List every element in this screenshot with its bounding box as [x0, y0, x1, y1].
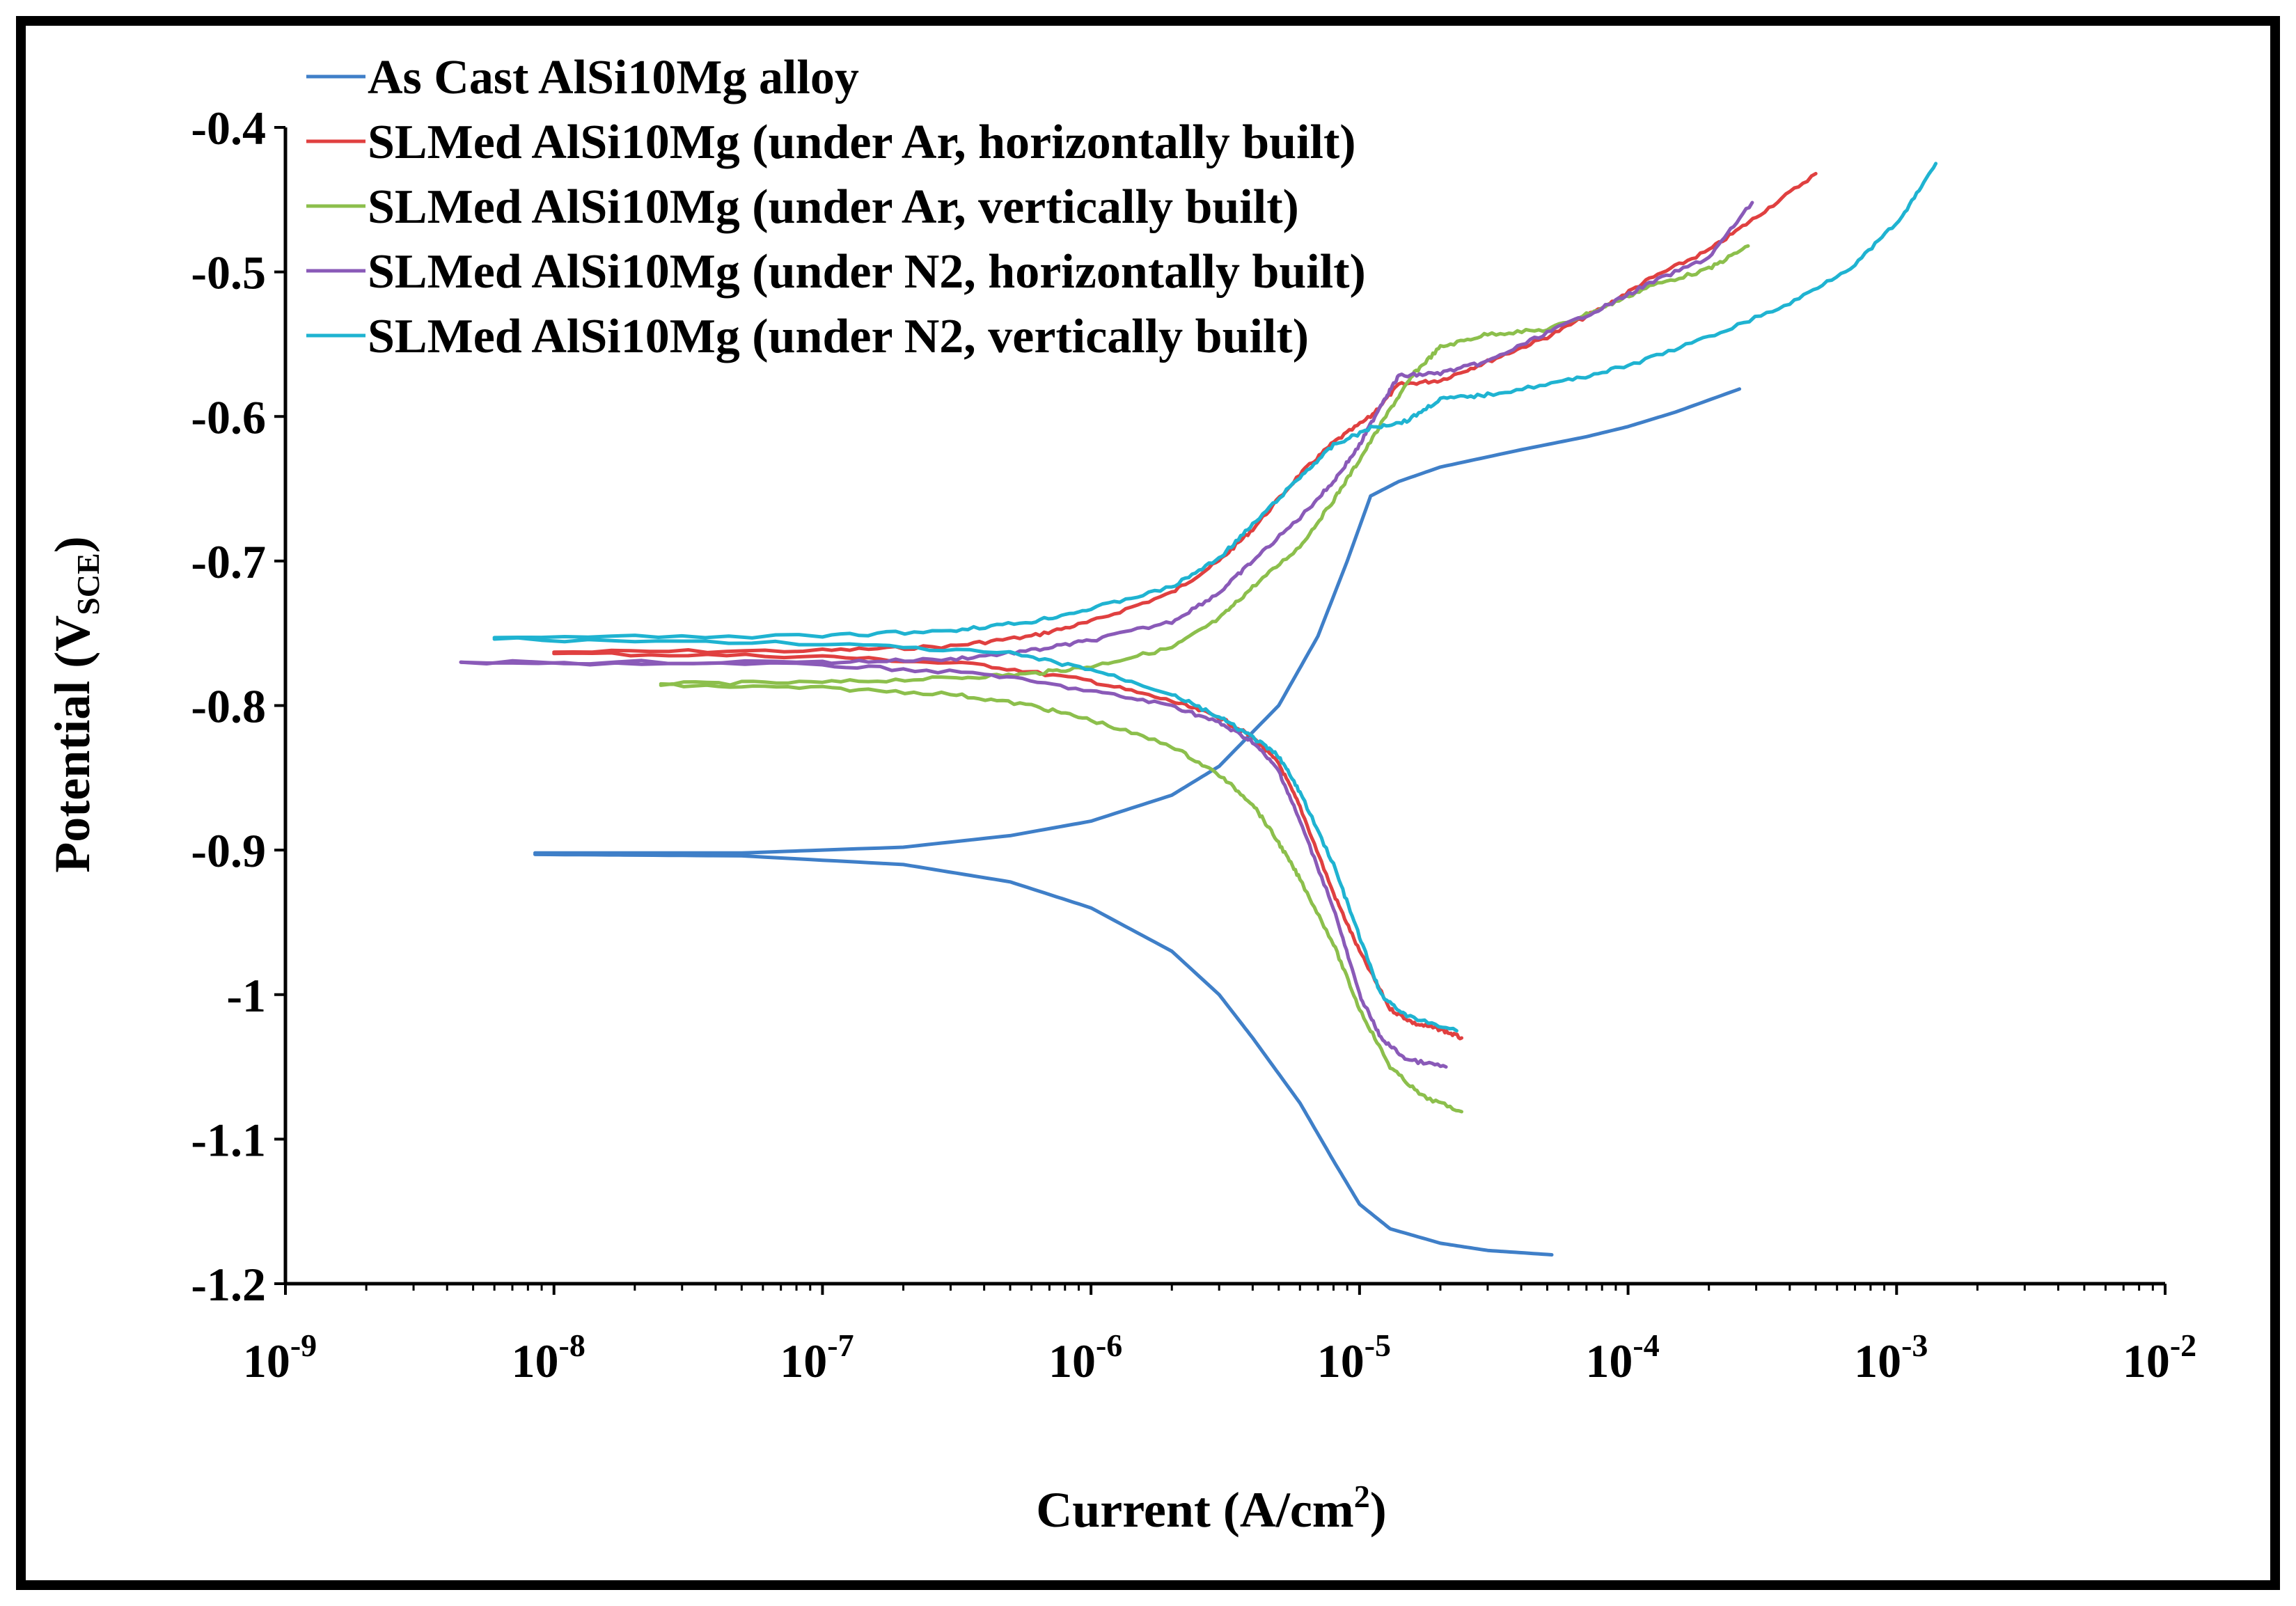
series-4-anodic-branch	[459, 200, 1754, 666]
legend-label: SLMed AlSi10Mg (under N2, vertically bui…	[368, 310, 1309, 363]
y-tick-label: -0.8	[191, 680, 266, 733]
series-5-cathodic-branch	[492, 636, 1458, 1033]
y-axis-ticks: -0.4 -0.5 -0.6 -0.7 -0.8 -0.9 -1 -1.1 -1.2	[191, 102, 285, 1311]
legend-label: SLMed AlSi10Mg (under Ar, horizontally b…	[368, 116, 1356, 169]
x-tick-exponent: -8	[559, 1328, 585, 1363]
x-tick-label: 10-3	[1854, 1328, 1928, 1387]
x-tick-base: 10	[1317, 1335, 1365, 1387]
legend: As Cast AlSi10Mg alloy SLMed AlSi10Mg (un…	[306, 51, 1366, 363]
y-tick-label: -1.2	[191, 1258, 266, 1311]
series-1	[533, 387, 1742, 1257]
x-tick-exponent: -5	[1365, 1328, 1391, 1363]
series-4	[459, 200, 1754, 1069]
x-tick-label: 10-2	[2123, 1328, 2196, 1387]
legend-label: SLMed AlSi10Mg (under Ar, vertically bui…	[368, 180, 1299, 234]
x-tick-base: 10	[243, 1335, 290, 1387]
x-tick-label: 10-8	[512, 1328, 585, 1387]
series-5-anodic-branch	[492, 162, 1938, 640]
series-2-anodic-branch	[552, 171, 1818, 654]
y-tick-label: -1	[226, 969, 266, 1022]
x-tick-label: 10-6	[1048, 1328, 1122, 1387]
plot-area: -0.4-0.5-0.6-0.7-0.8-0.9-1-1.1-1.2 10-9 1…	[191, 102, 2196, 1387]
x-tick-exponent: -7	[827, 1328, 854, 1363]
series-1-cathodic-branch	[533, 852, 1554, 1257]
x-tick-base: 10	[1048, 1335, 1096, 1387]
y-tick-label: -1.1	[191, 1113, 266, 1166]
legend-label: SLMed AlSi10Mg (under N2, horizontally b…	[368, 245, 1366, 299]
series-2-cathodic-branch	[552, 651, 1463, 1041]
x-axis-ticks: 10-9 10-8 10-7 10-6 10-5 10-4 10-3 10-2	[243, 1284, 2196, 1387]
x-tick-base: 10	[2123, 1335, 2170, 1387]
x-tick-exponent: -2	[2170, 1328, 2196, 1363]
y-tick-label: -0.9	[191, 824, 266, 877]
x-axis-title: Current (A/cm2)	[1036, 1479, 1387, 1538]
x-tick-exponent: -3	[1901, 1328, 1928, 1363]
x-tick-label: 10-4	[1585, 1328, 1659, 1387]
y-axis-title: Potential (VSCE)	[45, 536, 106, 872]
y-tick-label: -0.7	[191, 535, 266, 588]
series-2	[552, 171, 1818, 1041]
x-tick-base: 10	[1585, 1335, 1633, 1387]
legend-label: As Cast AlSi10Mg alloy	[368, 51, 859, 104]
x-tick-exponent: -9	[290, 1328, 317, 1363]
series-layer	[459, 162, 1938, 1257]
x-tick-base: 10	[1854, 1335, 1901, 1387]
x-tick-label: 10-5	[1317, 1328, 1391, 1387]
x-tick-base: 10	[780, 1335, 827, 1387]
series-3-cathodic-branch	[659, 682, 1463, 1114]
x-tick-exponent: -4	[1633, 1328, 1659, 1363]
series-5	[492, 162, 1938, 1033]
series-4-cathodic-branch	[459, 660, 1448, 1069]
x-tick-exponent: -6	[1096, 1328, 1122, 1363]
x-tick-label: 10-7	[780, 1328, 854, 1387]
y-tick-label: -0.4	[191, 102, 266, 155]
y-tick-label: -0.6	[191, 391, 266, 443]
series-1-anodic-branch	[533, 387, 1742, 855]
x-tick-base: 10	[512, 1335, 559, 1387]
y-tick-label: -0.5	[191, 246, 266, 299]
x-tick-label: 10-9	[243, 1328, 317, 1387]
